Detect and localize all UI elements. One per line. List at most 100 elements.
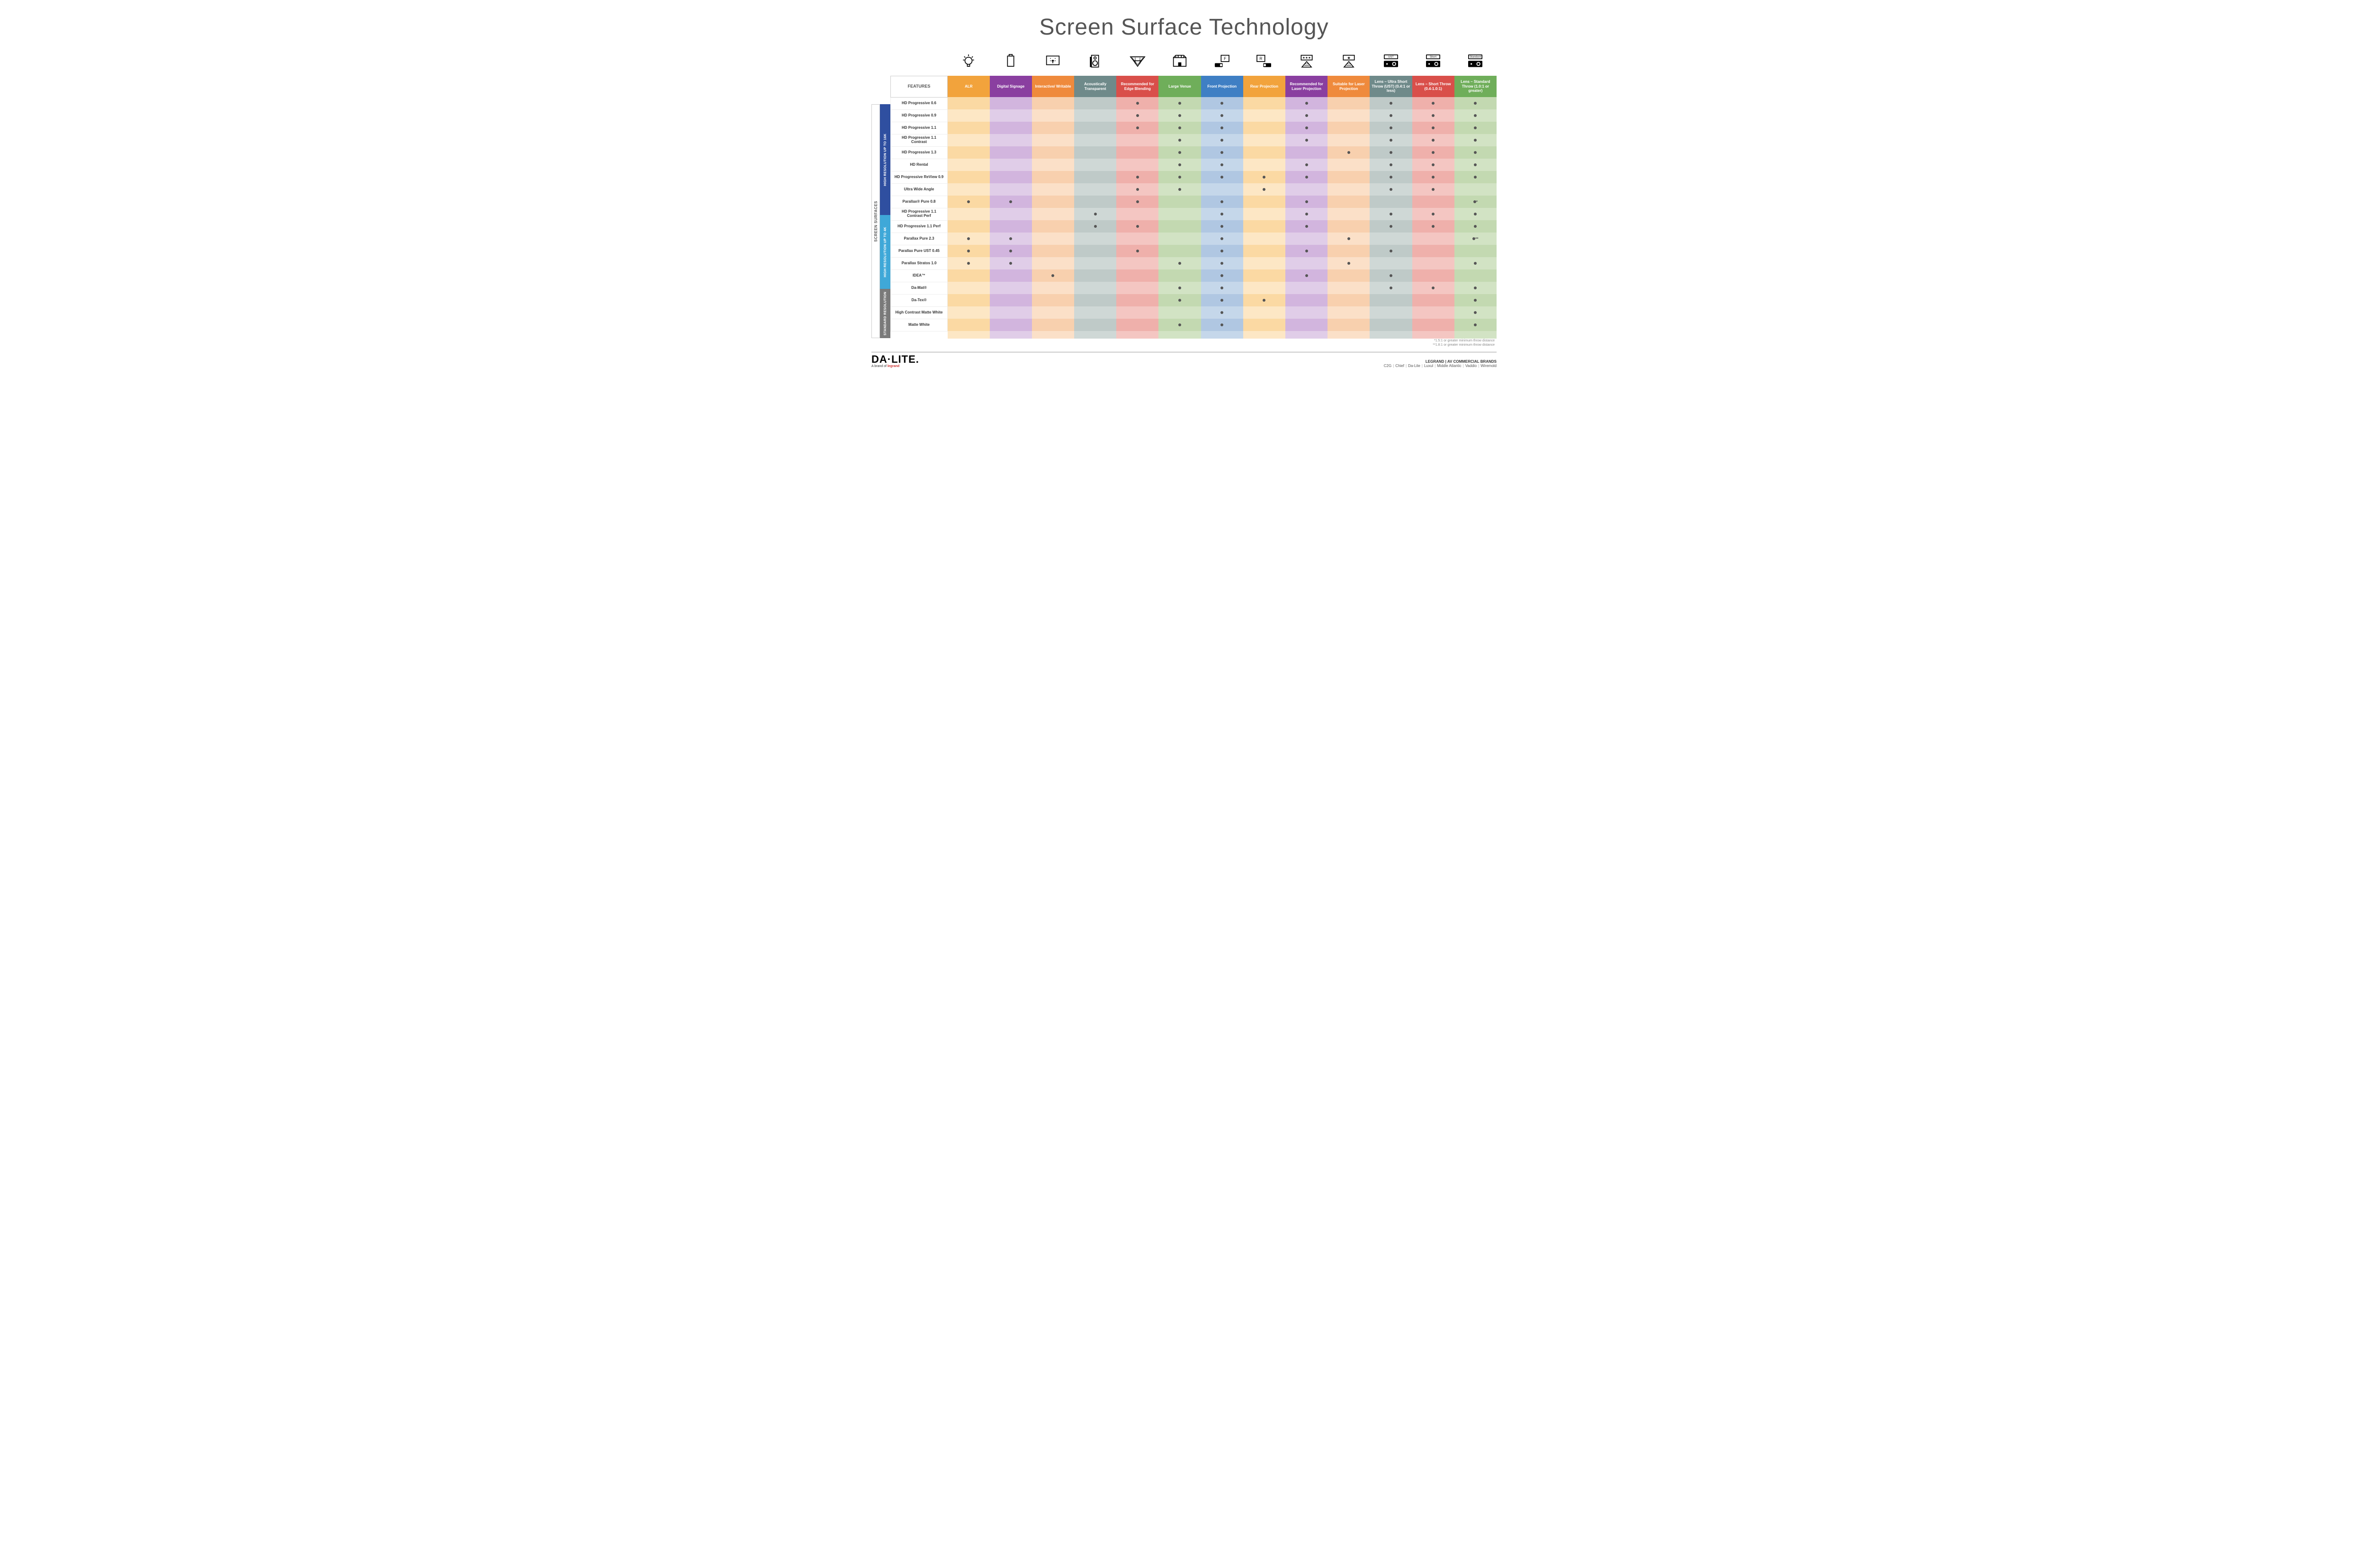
cell <box>1201 319 1243 331</box>
dot-icon <box>1136 126 1139 129</box>
cell <box>1243 319 1285 331</box>
dot-icon <box>1136 102 1139 105</box>
cell <box>1116 109 1158 122</box>
cell <box>1074 109 1116 122</box>
cell <box>1032 282 1074 294</box>
row-group-label: HIGH RESOLUTION UP TO 16K <box>880 104 890 215</box>
dot-icon <box>1094 225 1097 228</box>
dot-icon <box>1390 126 1392 129</box>
cell <box>1201 233 1243 245</box>
main-table-wrap: FR★★★★USTShortStandardFEATURESALRDigital… <box>890 50 1497 347</box>
column-header-alr: ALR <box>948 76 990 97</box>
cell <box>1074 196 1116 208</box>
icon-row: FR★★★★USTShortStandard <box>891 50 1497 76</box>
cell <box>948 319 990 331</box>
cell <box>1370 220 1412 233</box>
cell <box>1074 208 1116 220</box>
cell <box>1370 319 1412 331</box>
cell <box>990 269 1032 282</box>
cell <box>1116 282 1158 294</box>
svg-text:R: R <box>1260 56 1263 61</box>
cell <box>990 183 1032 196</box>
cell <box>1285 208 1328 220</box>
cell <box>1201 122 1243 134</box>
dot-icon <box>1432 176 1435 179</box>
cell <box>1412 245 1454 257</box>
cell <box>1454 306 1497 319</box>
dot-icon <box>1432 102 1435 105</box>
column-icon-rear: R <box>1243 50 1285 76</box>
column-header-ust: Lens – Ultra Short Throw (UST) (0.4:1 or… <box>1370 76 1412 97</box>
row-label: Parallax Pure 2.3 <box>891 233 948 245</box>
dot-icon <box>1390 287 1392 289</box>
cell <box>1158 306 1201 319</box>
cell <box>1328 257 1370 269</box>
cell <box>1201 282 1243 294</box>
cell <box>948 196 990 208</box>
column-header-slas: Suitable for Laser Projection <box>1328 76 1370 97</box>
cell <box>1074 183 1116 196</box>
column-header-rear: Rear Projection <box>1243 76 1285 97</box>
cell <box>1074 306 1116 319</box>
cell <box>1370 306 1412 319</box>
dot-icon <box>1474 163 1477 166</box>
cell <box>1158 196 1201 208</box>
table-row: Matte White <box>891 319 1497 331</box>
cell <box>1116 122 1158 134</box>
cell <box>1116 146 1158 159</box>
dot-icon <box>1136 225 1139 228</box>
cell <box>1454 319 1497 331</box>
row-label: HD Progressive 1.1 <box>891 122 948 134</box>
dot-icon <box>1305 250 1308 252</box>
cell <box>1412 220 1454 233</box>
dot-icon <box>1390 188 1392 191</box>
dot-icon <box>967 250 970 252</box>
dot-icon <box>1390 225 1392 228</box>
cell <box>1328 171 1370 183</box>
cell <box>990 159 1032 171</box>
cell <box>1328 233 1370 245</box>
cell <box>1201 269 1243 282</box>
cell <box>1243 269 1285 282</box>
row-label: Parallax Stratos 1.0 <box>891 257 948 269</box>
row-label: IDEA™ <box>891 269 948 282</box>
cell <box>1412 319 1454 331</box>
dot-icon <box>1474 151 1477 154</box>
dot-icon <box>1432 151 1435 154</box>
dot-icon <box>1136 188 1139 191</box>
dot-icon <box>1474 225 1477 228</box>
cell <box>990 122 1032 134</box>
footer-right: LEGRAND | AV COMMERCIAL BRANDS C2G|Chief… <box>1384 359 1497 368</box>
dot-icon <box>967 262 970 265</box>
cell <box>990 134 1032 146</box>
svg-text:Standard: Standard <box>1470 56 1481 59</box>
cell <box>1116 294 1158 306</box>
cell <box>1116 220 1158 233</box>
cell <box>990 97 1032 109</box>
cell <box>948 159 990 171</box>
cell <box>1370 159 1412 171</box>
cell <box>1285 220 1328 233</box>
cell <box>1158 208 1201 220</box>
dot-icon <box>1220 262 1223 265</box>
cell <box>1285 183 1328 196</box>
dot-icon <box>1390 102 1392 105</box>
dot-icon <box>1220 151 1223 154</box>
dot-icon <box>1474 311 1477 314</box>
footnote-row: *1.5:1 or greater minimum throw distance… <box>891 339 1497 347</box>
cell <box>1328 245 1370 257</box>
cell <box>1201 220 1243 233</box>
dot-icon <box>1220 200 1223 203</box>
dot-icon <box>1432 225 1435 228</box>
cell <box>1412 208 1454 220</box>
cell <box>1370 122 1412 134</box>
brand-logo: DA·LITE. <box>871 354 919 365</box>
dot-icon <box>1220 213 1223 215</box>
cell <box>1243 245 1285 257</box>
cell <box>1328 183 1370 196</box>
cell <box>1454 282 1497 294</box>
cell <box>1285 159 1328 171</box>
cell <box>1370 146 1412 159</box>
cell <box>1285 146 1328 159</box>
dot-icon <box>1220 102 1223 105</box>
